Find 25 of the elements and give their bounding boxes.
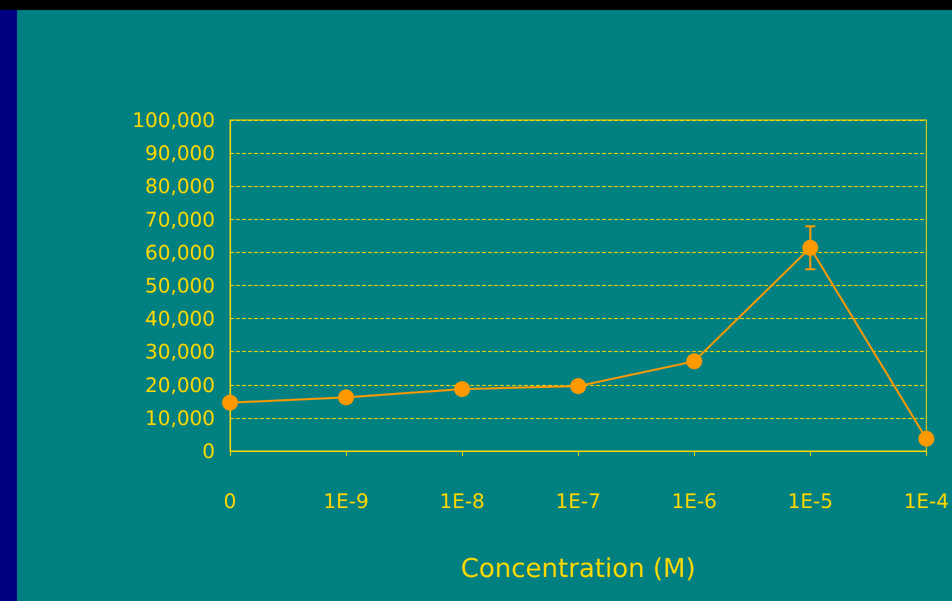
- point: [338, 389, 354, 406]
- x-tick-label: 1E-9: [323, 489, 369, 513]
- x-tick-label: 1E-7: [556, 489, 601, 513]
- point: [686, 353, 702, 370]
- x-axis-title: Concentration (M): [460, 554, 696, 584]
- point: [918, 430, 934, 447]
- y-tick-label: 0: [202, 439, 215, 463]
- y-tick-label: 30,000: [145, 340, 215, 364]
- y-tick-label: 50,000: [145, 274, 215, 298]
- x-tick-label: 1E-6: [672, 489, 717, 513]
- y-tick-label: 40,000: [145, 306, 215, 331]
- y-tick-label: 90,000: [145, 141, 215, 166]
- y-tick-label: 60,000: [145, 240, 215, 264]
- point: [570, 378, 586, 394]
- y-tick-label: 20,000: [145, 372, 215, 397]
- x-tick-label: 1E-4: [904, 489, 950, 513]
- y-tick-label: 100,000: [132, 108, 215, 132]
- x-tick-label: 1E-8: [439, 489, 485, 513]
- y-tick-label: 80,000: [145, 174, 215, 198]
- point: [454, 381, 470, 398]
- point: [222, 394, 238, 411]
- y-tick-label: 10,000: [145, 406, 215, 430]
- x-tick-label: 0: [224, 489, 236, 513]
- x-tick-label: 1E-5: [788, 489, 833, 513]
- y-tick-label: 70,000: [145, 207, 215, 232]
